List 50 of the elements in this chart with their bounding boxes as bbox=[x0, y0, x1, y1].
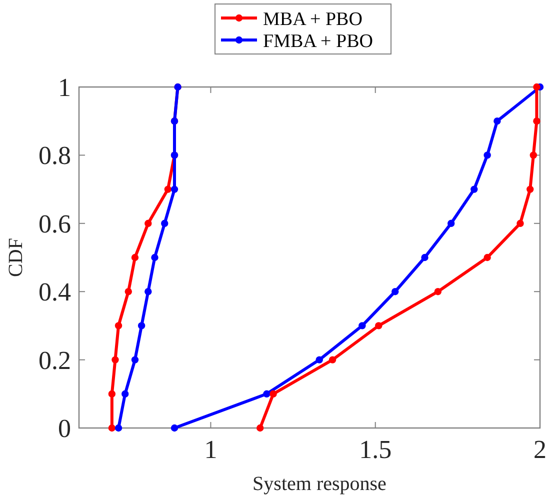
point bbox=[144, 288, 152, 296]
y-tick-label: 0.4 bbox=[38, 278, 71, 307]
point bbox=[270, 390, 277, 398]
point bbox=[421, 254, 428, 262]
point bbox=[114, 424, 122, 432]
x-axis-title: System response bbox=[252, 473, 387, 495]
point bbox=[484, 254, 491, 262]
point bbox=[494, 118, 501, 125]
point bbox=[358, 322, 366, 330]
y-tick-label: 0.6 bbox=[38, 209, 71, 238]
point bbox=[170, 186, 178, 193]
x-tick-label: 1 bbox=[204, 435, 218, 464]
point bbox=[144, 220, 152, 227]
point bbox=[138, 322, 146, 330]
legend-label: FMBA + PBO bbox=[263, 31, 373, 52]
point bbox=[470, 186, 478, 193]
point bbox=[434, 288, 442, 296]
point bbox=[170, 424, 178, 432]
point bbox=[122, 390, 129, 398]
point bbox=[124, 288, 132, 296]
legend-label: MBA + PBO bbox=[263, 9, 362, 30]
point bbox=[161, 220, 168, 227]
point bbox=[533, 83, 540, 91]
point bbox=[328, 356, 336, 364]
y-tick-label: 1 bbox=[58, 73, 71, 102]
point bbox=[151, 254, 158, 262]
y-tick-label: 0.8 bbox=[38, 141, 71, 170]
point bbox=[108, 390, 116, 398]
point bbox=[316, 356, 323, 364]
point bbox=[530, 152, 538, 159]
x-tick-label: 1.5 bbox=[359, 435, 392, 464]
point bbox=[375, 322, 382, 330]
point bbox=[112, 356, 119, 364]
y-axis-title: CDF bbox=[5, 238, 27, 277]
point bbox=[263, 390, 270, 398]
point bbox=[392, 288, 399, 296]
point bbox=[131, 356, 139, 364]
point bbox=[526, 186, 534, 193]
point bbox=[114, 322, 122, 330]
point bbox=[131, 254, 139, 262]
point bbox=[484, 152, 491, 159]
y-tick-label: 0.2 bbox=[38, 346, 71, 375]
y-tick-label: 0 bbox=[58, 414, 71, 443]
x-tick-label: 2 bbox=[534, 435, 546, 464]
point bbox=[447, 220, 455, 227]
point bbox=[533, 118, 540, 125]
point bbox=[164, 186, 172, 193]
point bbox=[108, 424, 116, 432]
point bbox=[516, 220, 524, 227]
point bbox=[256, 424, 264, 432]
